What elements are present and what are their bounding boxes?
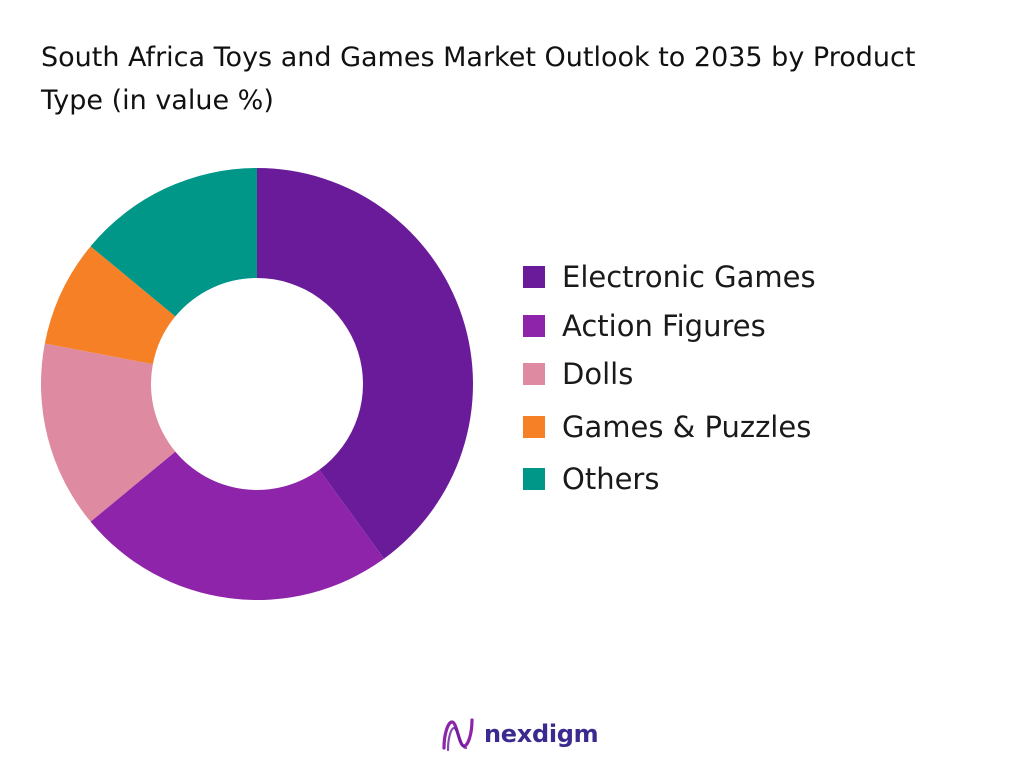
legend-swatch-action-figures: [523, 315, 545, 337]
legend-swatch-others: [523, 468, 545, 490]
donut-slice-action-figures: [90, 451, 384, 601]
legend-item-games-puzzles: Games & Puzzles: [523, 407, 811, 447]
legend-item-electronic-games: Electronic Games: [523, 257, 816, 297]
nexdigm-logo-icon: [442, 718, 474, 752]
legend-item-dolls: Dolls: [523, 354, 633, 394]
legend-label-electronic-games: Electronic Games: [562, 260, 816, 294]
brand-logo: nexdigm: [440, 714, 599, 754]
legend-swatch-electronic-games: [523, 266, 545, 288]
legend-item-others: Others: [523, 459, 659, 499]
chart-title: South Africa Toys and Games Market Outlo…: [41, 42, 916, 116]
donut-slice-others: [90, 168, 257, 317]
brand-name: nexdigm: [484, 720, 599, 748]
legend-item-action-figures: Action Figures: [523, 306, 766, 346]
legend-swatch-games-puzzles: [523, 416, 545, 438]
donut-slice-dolls: [41, 343, 176, 522]
legend-label-others: Others: [562, 462, 660, 496]
legend-label-games-puzzles: Games & Puzzles: [562, 410, 812, 444]
legend-label-action-figures: Action Figures: [562, 309, 766, 343]
legend-swatch-dolls: [523, 363, 545, 385]
donut-slice-games-puzzles: [44, 246, 176, 365]
legend-label-dolls: Dolls: [562, 357, 634, 391]
donut-slice-electronic-games: [257, 168, 473, 559]
